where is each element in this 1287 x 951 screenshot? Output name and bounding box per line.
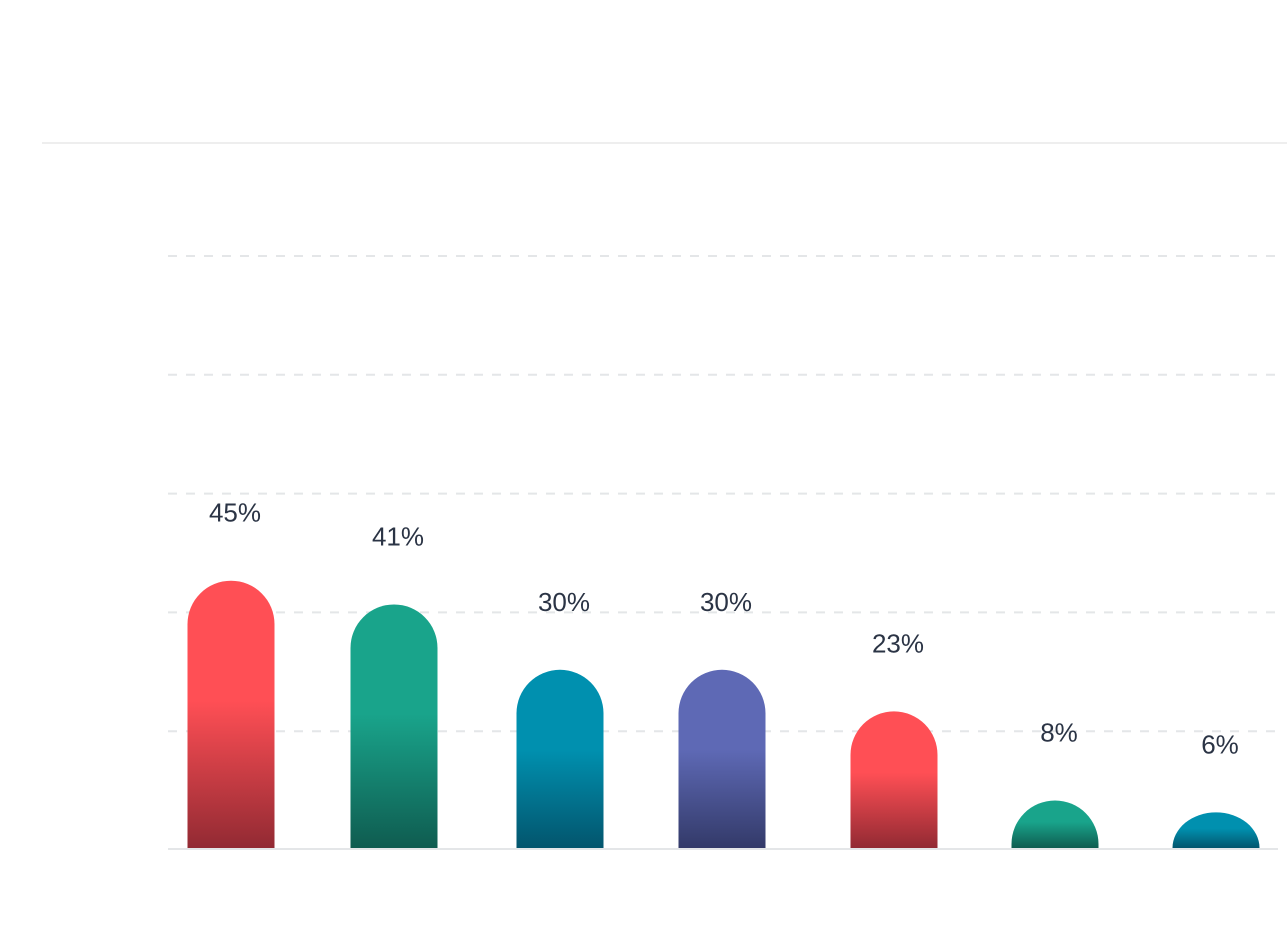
top-divider xyxy=(42,142,1287,144)
value-label: 45% xyxy=(209,498,261,528)
grid-lines xyxy=(168,255,1278,733)
value-label: 23% xyxy=(872,628,924,658)
bar xyxy=(678,669,766,848)
bar xyxy=(1172,812,1260,848)
bar xyxy=(516,669,604,848)
bar xyxy=(350,604,438,848)
value-label: 41% xyxy=(372,521,424,551)
value-labels: 45% 41% 30% 30% 23% 8% 6% xyxy=(209,498,1239,760)
bars xyxy=(187,580,1260,848)
bar xyxy=(1011,800,1099,848)
value-label: 8% xyxy=(1040,717,1078,747)
value-label: 30% xyxy=(538,587,590,617)
bar xyxy=(187,580,275,848)
bar xyxy=(850,711,938,848)
value-label: 6% xyxy=(1201,729,1239,759)
value-label: 30% xyxy=(700,587,752,617)
